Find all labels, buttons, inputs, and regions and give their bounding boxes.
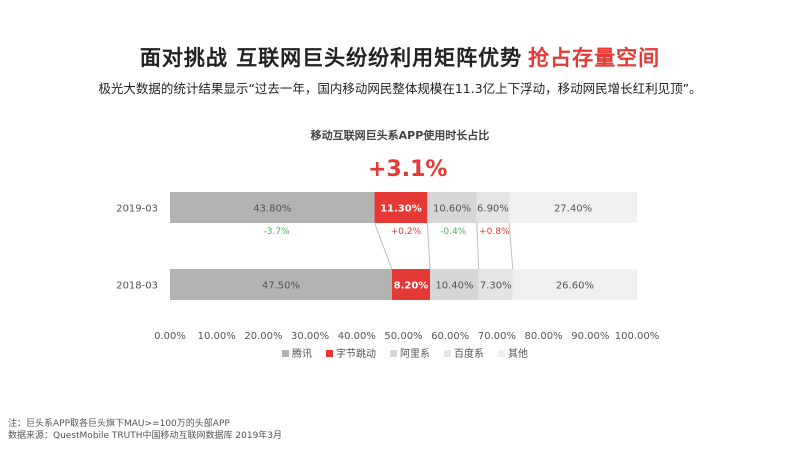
change-label-alibaba: -0.4% <box>440 227 467 237</box>
data-label-alibaba-2019-03: 10.60% <box>433 204 471 215</box>
headline: 面对挑战 互联网巨头纷纷利用矩阵优势 抢占存量空间 <box>0 42 800 72</box>
headline-accent: 抢占存量空间 <box>528 46 661 70</box>
connector-line <box>374 222 393 270</box>
x-tick-label: 30.00% <box>291 331 329 342</box>
legend-swatch-baidu <box>444 350 451 357</box>
bar-tencent-2018-03 <box>170 269 392 300</box>
legend-label-alibaba: 阿里系 <box>400 348 430 360</box>
bar-baidu-2018-03 <box>478 269 513 300</box>
x-tick-label: 70.00% <box>478 331 516 342</box>
legend-label-bytedance: 字节跳动 <box>336 347 376 360</box>
data-label-tencent-2019-03: 43.80% <box>253 204 291 215</box>
footnotes: 注：巨头系APP取各巨头旗下MAU>=100万的头部APP 数据来源：Quest… <box>8 418 282 442</box>
headline-main: 面对挑战 互联网巨头纷纷利用矩阵优势 <box>139 46 523 70</box>
category-label-2018-03: 2018-03 <box>116 281 158 292</box>
bar-alibaba-2018-03 <box>430 269 479 300</box>
x-tick-label: 40.00% <box>338 331 376 342</box>
legend-label-other: 其他 <box>508 347 528 360</box>
footnote-scope: 注：巨头系APP取各巨头旗下MAU>=100万的头部APP <box>8 419 230 429</box>
x-tick-label: 100.00% <box>615 331 660 342</box>
footnote-source: 数据来源：QuestMobile TRUTH中国移动互联网数据库 2019年3月 <box>8 431 283 441</box>
x-tick-label: 50.00% <box>384 331 422 342</box>
bar-baidu-2019-03 <box>476 192 510 223</box>
x-tick-label: 10.00% <box>198 331 236 342</box>
bytedance-growth-highlight: +3.1% <box>368 157 448 182</box>
x-tick-label: 0.00% <box>154 331 186 342</box>
bar-tencent-2019-03 <box>170 192 375 223</box>
x-tick-label: 60.00% <box>431 331 469 342</box>
data-label-baidu-2018-03: 7.30% <box>480 281 512 292</box>
change-label-baidu: +0.8% <box>479 227 510 237</box>
connector-line <box>426 222 431 270</box>
legend-swatch-tencent <box>282 350 289 357</box>
data-label-bytedance-2019-03: 11.30% <box>380 204 422 215</box>
change-label-bytedance: +0.2% <box>391 227 422 237</box>
data-label-alibaba-2018-03: 10.40% <box>435 281 473 292</box>
data-label-baidu-2019-03: 6.90% <box>477 204 509 215</box>
legend-swatch-other <box>498 350 505 357</box>
bar-alibaba-2019-03 <box>427 192 477 223</box>
legend-label-baidu: 百度系 <box>454 347 484 360</box>
data-label-other-2018-03: 26.60% <box>556 281 594 292</box>
subheadline: 极光大数据的统计结果显示“过去一年，国内移动网民整体规模在11.3亿上下浮动，移… <box>98 81 702 96</box>
x-tick-label: 90.00% <box>571 331 609 342</box>
data-label-other-2019-03: 27.40% <box>554 204 592 215</box>
connector-line <box>508 222 514 270</box>
category-label-2019-03: 2019-03 <box>116 204 158 215</box>
bar-bytedance-2019-03 <box>374 192 428 223</box>
bar-bytedance-2018-03 <box>391 269 431 300</box>
legend-swatch-alibaba <box>390 350 397 357</box>
connector-line <box>476 222 480 270</box>
bar-other-2019-03 <box>509 192 637 223</box>
data-label-tencent-2018-03: 47.50% <box>262 281 300 292</box>
x-tick-label: 80.00% <box>525 331 563 342</box>
change-label-tencent: -3.7% <box>264 227 291 237</box>
chart-title: 移动互联网巨头系APP使用时长占比 <box>310 129 490 142</box>
legend-label-tencent: 腾讯 <box>292 347 312 360</box>
bar-other-2018-03 <box>512 269 637 300</box>
legend-swatch-bytedance <box>326 350 333 357</box>
data-label-bytedance-2018-03: 8.20% <box>394 281 429 292</box>
x-tick-label: 20.00% <box>244 331 282 342</box>
